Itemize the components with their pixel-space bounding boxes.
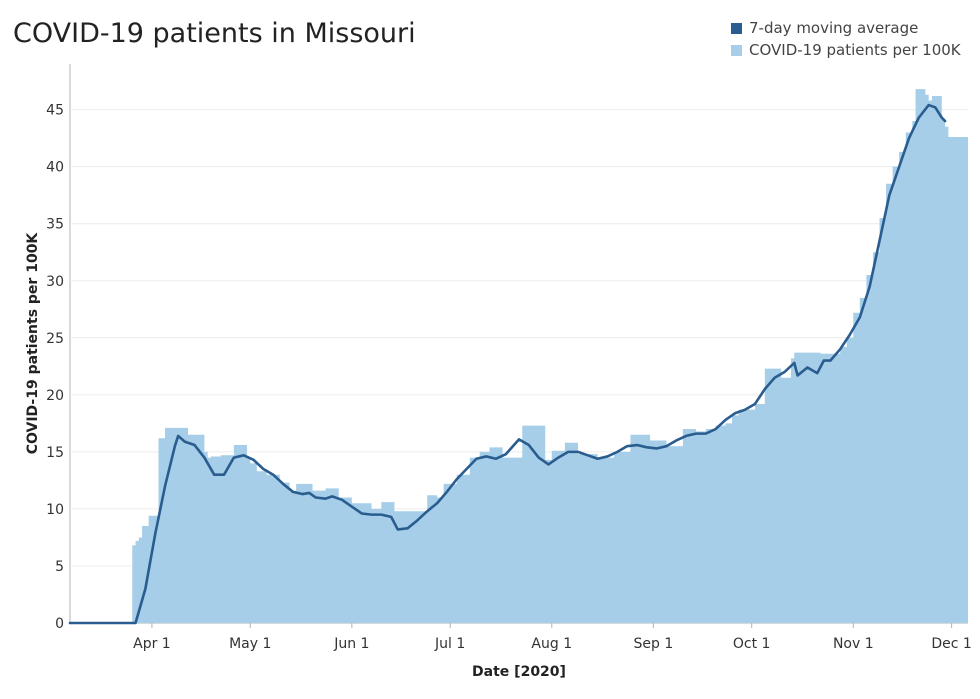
x-tick-label: Apr 1 (133, 636, 171, 652)
y-tick-label: 15 (46, 445, 64, 461)
y-tick-label: 0 (55, 616, 64, 632)
moving-average-swatch (731, 22, 742, 34)
patients-swatch (731, 44, 742, 56)
y-tick-label: 35 (46, 217, 64, 233)
x-axis-title: Date [2020] (472, 664, 566, 680)
x-tick-label: Jul 1 (434, 636, 465, 652)
y-tick-label: 30 (46, 274, 64, 290)
legend-label-moving-average: 7-day moving average (749, 19, 919, 37)
y-tick-label: 5 (55, 559, 64, 575)
x-tick-label: Nov 1 (833, 636, 874, 652)
y-axis-title: COVID-19 patients per 100K (25, 232, 41, 455)
y-tick-label: 40 (46, 160, 64, 176)
y-tick-label: 20 (46, 388, 64, 404)
legend-label-patients: COVID-19 patients per 100K (749, 41, 961, 59)
chart-title: COVID-19 patients in Missouri (13, 18, 416, 49)
x-tick-label: May 1 (229, 636, 271, 652)
patients-area (70, 89, 968, 623)
x-tick-label: Aug 1 (531, 636, 572, 652)
x-tick-label: Dec 1 (931, 636, 971, 652)
y-tick-label: 45 (46, 103, 64, 119)
moving-average-line (68, 103, 947, 625)
legend-item-moving-average[interactable]: 7-day moving average (731, 17, 961, 39)
y-tick-label: 25 (46, 331, 64, 347)
x-tick-label: Oct 1 (733, 636, 771, 652)
y-tick-label: 10 (46, 502, 64, 518)
x-tick-label: Jun 1 (333, 636, 369, 652)
x-tick-label: Sep 1 (633, 636, 673, 652)
legend: 7-day moving average COVID-19 patients p… (731, 17, 961, 61)
legend-item-patients[interactable]: COVID-19 patients per 100K (731, 39, 961, 61)
